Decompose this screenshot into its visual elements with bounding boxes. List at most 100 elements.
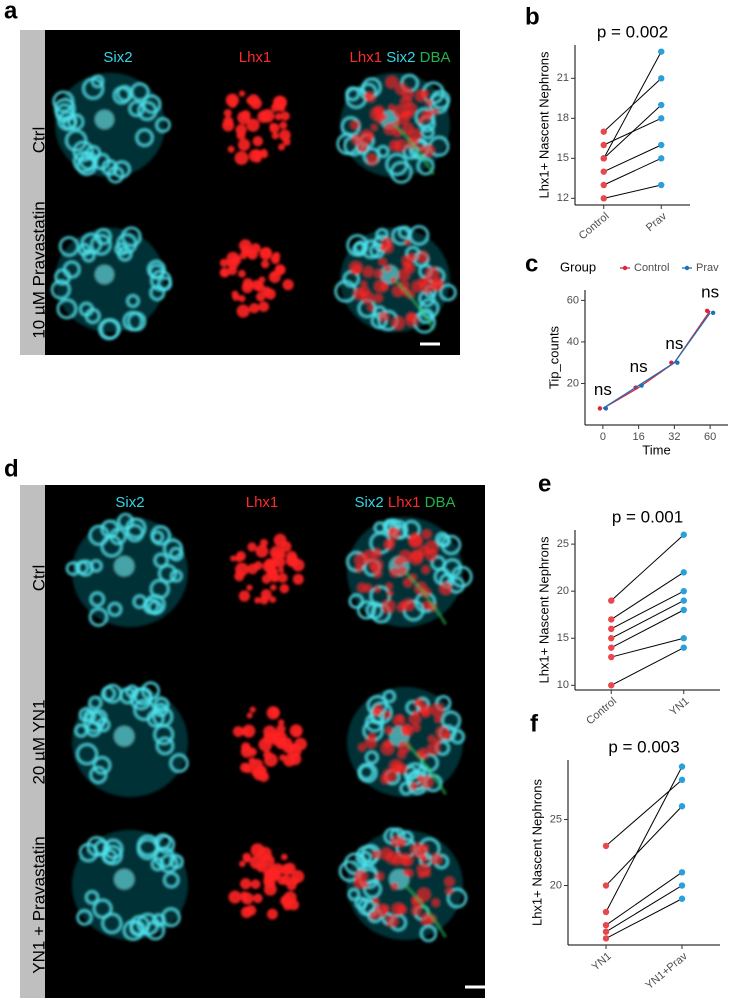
cap [420,125,435,140]
vesicle [261,574,272,584]
cap [98,318,120,341]
vesicle [240,745,253,758]
vesicle [372,548,382,558]
vesicle [374,585,381,593]
pair-line [605,871,683,926]
vesicle [367,732,377,742]
vesicle [283,754,296,767]
cap [389,160,413,184]
cap [430,555,446,571]
dot [602,842,610,850]
vesicle [246,584,253,591]
cap [89,765,108,784]
vesicle [354,564,363,573]
vesicle [263,753,278,767]
vesicle [362,266,374,278]
dot [658,181,665,189]
cap [135,128,154,147]
annotation: ns [665,334,683,353]
vesicle [407,253,417,262]
vesicle [381,599,396,614]
column-label: Lhx1 [239,49,272,66]
vesicle [385,726,394,735]
vesicle [260,247,272,258]
vesicle [444,876,455,887]
y-axis-label: Lhx1+ Nascent Nephrons [536,51,551,199]
vesicle [428,735,436,743]
cap [90,233,112,256]
vesicle [232,726,244,737]
vesicle [395,851,402,858]
dot [600,181,607,189]
dot [678,882,686,889]
cap [50,279,71,300]
cap [450,565,473,588]
vesicle [432,277,444,289]
cap [67,113,85,131]
vesicle [246,118,260,132]
vesicle [277,572,288,583]
vesicle [278,566,285,574]
pair-line [611,647,684,686]
vesicle [270,584,277,591]
vesicle [383,264,392,272]
duct [403,570,447,625]
vesicle [415,698,425,708]
x-tick-label: Control [577,210,612,242]
dot [680,644,687,651]
legend-label: Prav [696,262,719,274]
vesicle [411,905,422,916]
vesicle [255,291,266,302]
pair-line [605,805,683,886]
vesicle [409,550,424,565]
dot [678,776,686,784]
vesicle [388,527,396,535]
cap [90,74,105,89]
vesicle [372,568,382,578]
vesicle [365,132,374,140]
cap [83,709,97,723]
vesicle [398,854,410,866]
vesicle [281,875,292,886]
vesicle [386,538,395,547]
vesicle [421,565,430,574]
y-tick-label: 18 [557,112,569,124]
vesicle [266,908,278,920]
vesicle [260,108,275,123]
cap [133,686,153,706]
vesicle [391,855,402,866]
row-label: 20 µM YN1 [29,699,48,784]
vesicle [381,741,395,755]
x-tick-label: 60 [704,431,716,443]
vesicle [258,301,270,312]
vesicle [237,110,251,125]
merge-word: Six2 [355,494,384,511]
vesicle [411,723,421,732]
vesicle [271,254,279,262]
series-line [602,310,711,409]
pair-line [610,534,685,601]
vesicle [248,757,256,765]
vesicle [292,573,304,585]
vesicle [235,124,247,136]
cap [437,534,451,548]
vesicle [254,281,265,292]
vesicle [397,268,411,281]
cap [126,294,140,308]
cap [58,236,80,257]
y-tick-label: 25 [550,813,562,825]
vesicle [416,251,429,263]
kidney [336,72,451,184]
vesicle [239,251,248,260]
pair-line [603,51,662,159]
vesicle [375,114,384,124]
vesicle [238,295,246,303]
cap [92,898,113,919]
cap [152,706,174,728]
vesicle [408,533,422,547]
dot [600,128,607,135]
cap [117,246,133,262]
kidney [50,226,173,341]
panel-label: a [4,0,18,24]
kidney [230,533,305,605]
